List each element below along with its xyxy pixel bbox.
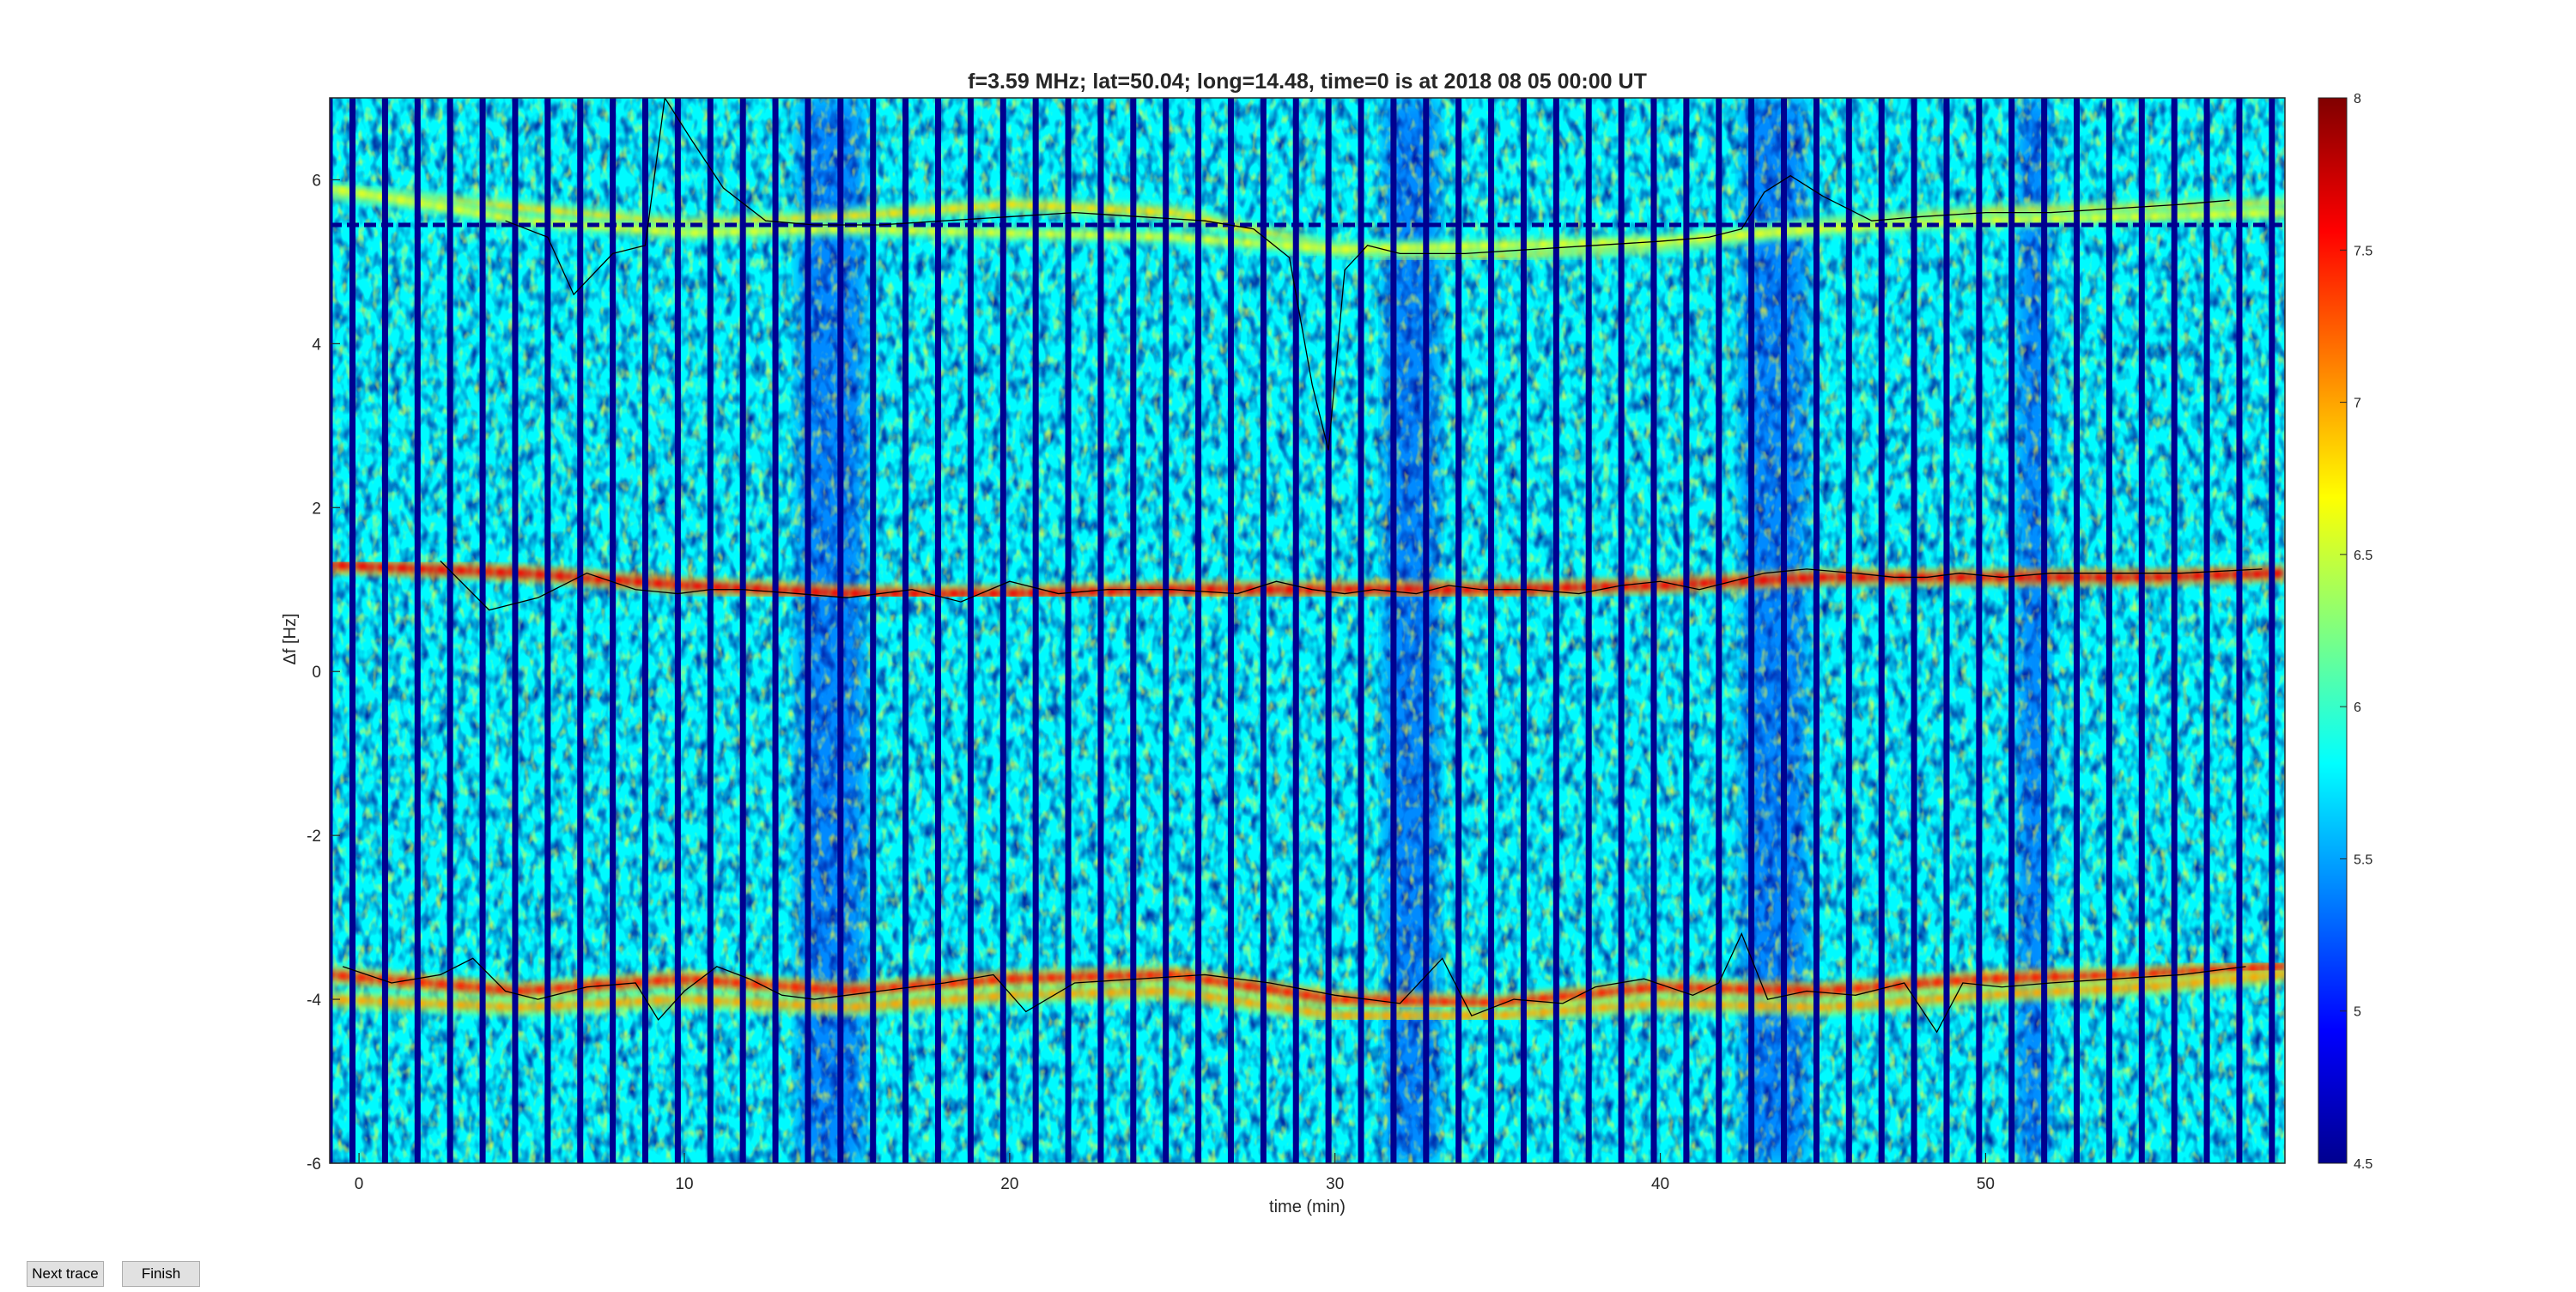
colorbar: 4.5 5 5.5 6 6.5 7 7.5 8	[2318, 92, 2372, 1172]
colorbar-tick-label: 5	[2354, 1005, 2361, 1020]
y-tick-label: 0	[312, 664, 321, 682]
colorbar-ticks: 4.5 5 5.5 6 6.5 7 7.5 8	[2340, 92, 2372, 1172]
x-tick-label: 0	[355, 1175, 364, 1193]
echo-trace	[330, 561, 2285, 598]
colorbar-tick-label: 6.5	[2354, 549, 2372, 563]
colorbar-tick-label: 5.5	[2354, 852, 2372, 867]
colorbar-tick-label: 7	[2354, 397, 2361, 411]
y-tick-label: -4	[307, 992, 321, 1010]
y-tick-label: -2	[307, 828, 321, 846]
chart-title: f=3.59 MHz; lat=50.04; long=14.48, time=…	[968, 70, 1647, 94]
tracked-doppler-line	[440, 560, 2263, 611]
y-tick-label: 2	[312, 500, 321, 518]
y-tick-label: -6	[307, 1156, 321, 1174]
plot-area[interactable]	[330, 98, 2285, 1163]
x-axis: 0 10 20 30 40 50	[355, 1153, 1995, 1193]
colorbar-tick-label: 6	[2354, 701, 2361, 715]
colorbar-tick-label: 7.5	[2354, 244, 2372, 258]
echo-trace	[330, 970, 2285, 1020]
x-tick-label: 40	[1651, 1175, 1669, 1193]
y-axis-label: Δf [Hz]	[281, 613, 300, 664]
x-tick-label: 50	[1977, 1175, 1995, 1193]
x-tick-label: 20	[1000, 1175, 1018, 1193]
x-tick-label: 30	[1326, 1175, 1344, 1193]
y-tick-label: 6	[312, 172, 321, 190]
finish-button[interactable]: Finish	[122, 1261, 200, 1287]
y-axis: -6 -4 -2 0 2 4 6	[307, 172, 340, 1174]
next-trace-button[interactable]: Next trace	[27, 1261, 104, 1287]
x-axis-label: time (min)	[1269, 1198, 1346, 1216]
colorbar-gradient	[2318, 97, 2348, 1164]
tracked-doppler-line-upper	[505, 98, 2230, 451]
tracked-doppler-line-lower	[342, 932, 2246, 1034]
plot-frame	[329, 97, 2286, 1164]
colorbar-tick-label: 4.5	[2354, 1157, 2372, 1172]
echo-trace	[330, 962, 2285, 1008]
y-tick-label: 4	[312, 336, 321, 354]
colorbar-tick-label: 8	[2354, 92, 2361, 106]
echo-trace	[330, 184, 2285, 254]
x-tick-label: 10	[675, 1175, 693, 1193]
